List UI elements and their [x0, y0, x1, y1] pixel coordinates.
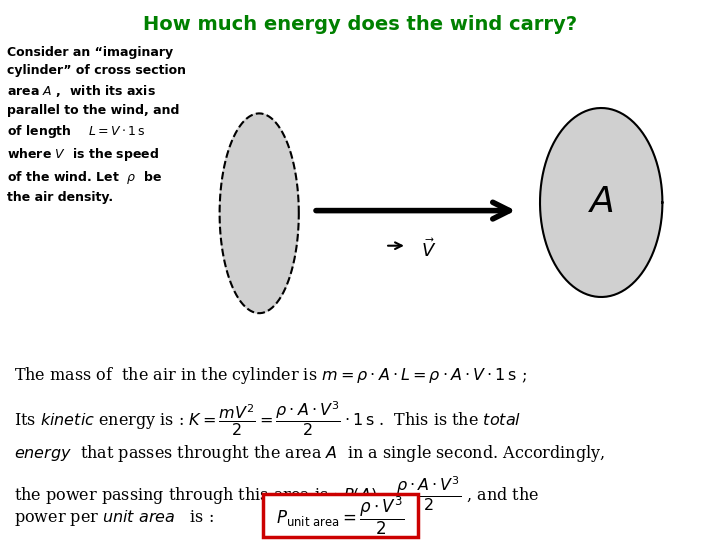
Text: the power passing through this area is : $P(A) = \dfrac{\rho \cdot A \cdot V^{3}: the power passing through this area is :… — [14, 475, 539, 514]
Polygon shape — [220, 113, 299, 313]
Text: The mass of  the air in the cylinder is $m = \rho \cdot A \cdot L = \rho \cdot A: The mass of the air in the cylinder is $… — [14, 365, 527, 386]
Text: Its $\mathit{kinetic}$ energy is : $K = \dfrac{mV^{2}}{2} = \dfrac{\rho \cdot A : Its $\mathit{kinetic}$ energy is : $K = … — [14, 399, 522, 438]
Text: $\mathit{energy}$  that passes throught the area $A$  in a single second. Accord: $\mathit{energy}$ that passes throught t… — [14, 443, 606, 464]
Bar — [263, 494, 418, 537]
Text: $P_{\rm unit\ area} = \dfrac{\rho \cdot V^{3}}{2}$: $P_{\rm unit\ area} = \dfrac{\rho \cdot … — [276, 495, 405, 537]
Polygon shape — [540, 108, 662, 297]
Text: $\vec{V}$: $\vec{V}$ — [421, 238, 436, 261]
Text: power per $\mathit{unit\ area}$   is :: power per $\mathit{unit\ area}$ is : — [14, 508, 215, 529]
Text: Consider an “imaginary
cylinder” of cross section
area $\mathit{A}$ ,  with its : Consider an “imaginary cylinder” of cros… — [7, 46, 186, 204]
Text: How much energy does the wind carry?: How much energy does the wind carry? — [143, 15, 577, 34]
Text: $\mathit{A}$: $\mathit{A}$ — [588, 186, 614, 219]
